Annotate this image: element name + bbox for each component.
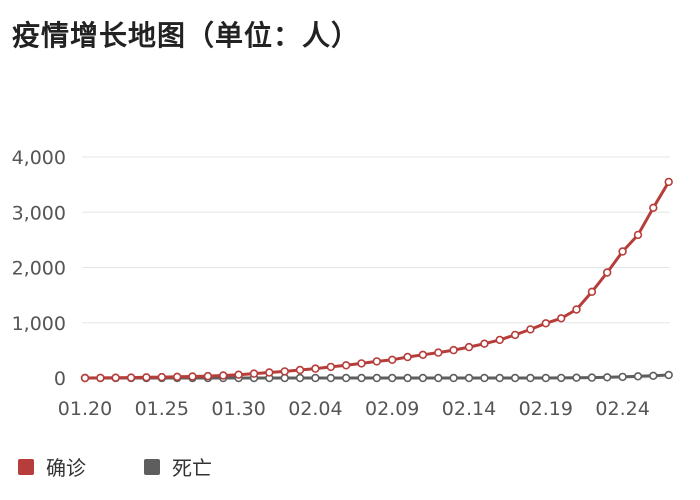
data-point-deaths [372,373,381,383]
data-point-confirmed [96,373,105,383]
data-point-confirmed [157,372,167,382]
y-tick-label: 3,000 [12,202,66,224]
data-point-confirmed [173,372,182,381]
data-point-deaths [341,373,351,383]
data-point-confirmed [541,319,550,328]
legend-swatch-confirmed [18,458,34,475]
data-point-confirmed [111,373,120,382]
data-point-deaths [587,373,597,382]
data-point-deaths [510,373,520,383]
data-point-confirmed [602,268,612,277]
data-point-deaths [434,373,443,383]
legend-item-confirmed[interactable]: 确诊 [18,452,86,481]
x-tick-label: 02.19 [519,398,573,420]
data-point-deaths [633,372,643,381]
data-point-deaths [649,371,658,380]
data-point-deaths [464,373,474,383]
data-point-deaths [572,373,581,382]
data-point-confirmed [587,287,597,296]
data-point-confirmed [142,373,151,382]
data-point-confirmed [280,367,289,376]
data-point-confirmed [418,350,428,359]
x-tick-label: 02.09 [365,398,419,420]
y-tick-label: 0 [54,368,66,390]
data-point-confirmed [572,305,581,314]
data-point-confirmed [449,345,458,355]
legend-label-confirmed: 确诊 [46,456,86,480]
data-point-confirmed [126,373,136,382]
data-point-confirmed [80,373,90,383]
data-point-confirmed [556,314,566,323]
legend-item-deaths[interactable]: 死亡 [144,452,212,481]
data-point-confirmed [357,359,366,368]
data-point-deaths [280,373,289,383]
data-point-confirmed [434,348,443,357]
data-point-deaths [526,373,535,383]
data-point-deaths [495,373,504,383]
data-point-confirmed [341,361,351,370]
chart-title: 疫情增长地图（单位：人） [12,19,361,52]
data-point-confirmed [295,365,305,375]
data-point-deaths [618,372,627,382]
x-axis-labels: 01.20 01.25 01.30 02.04 02.09 02.14 02.19 02.24 [58,398,650,420]
x-tick-label: 01.30 [211,398,265,420]
legend-label-deaths: 死亡 [172,456,212,480]
data-point-confirmed [664,177,673,187]
data-point-deaths [602,373,612,382]
line-chart: 4,000 3,000 2,000 1,000 0 01.20 01.25 01.30 02.… [12,147,673,420]
data-point-confirmed [618,247,627,256]
data-point-deaths [541,373,550,383]
data-point-deaths [326,373,335,383]
data-point-deaths [480,373,489,383]
data-point-deaths [388,373,397,383]
series-group [80,177,673,383]
data-point-deaths [556,373,566,383]
data-point-confirmed [234,370,243,379]
data-point-confirmed [510,330,520,340]
data-point-confirmed [249,369,259,378]
y-tick-label: 4,000 [12,147,66,169]
data-point-confirmed [311,364,320,373]
data-point-deaths [449,373,458,383]
data-point-confirmed [495,335,504,345]
data-point-deaths [311,373,320,383]
data-point-deaths [418,373,428,383]
data-point-confirmed [403,352,412,362]
data-point-confirmed [388,355,397,364]
gridlines [82,156,670,379]
data-point-confirmed [526,325,535,334]
data-point-confirmed [649,203,658,213]
data-point-deaths [664,370,673,380]
data-point-confirmed [219,371,228,380]
legend: 确诊 死亡 [18,452,212,481]
y-axis-labels: 4,000 3,000 2,000 1,000 0 [12,147,66,390]
x-tick-label: 01.25 [135,398,189,420]
data-point-deaths [295,373,305,383]
x-tick-label: 01.20 [58,398,112,420]
data-point-confirmed [372,357,381,366]
data-point-confirmed [464,342,474,352]
x-tick-label: 02.04 [288,398,342,420]
data-point-confirmed [480,339,489,348]
data-point-confirmed [203,371,213,381]
data-point-deaths [403,373,412,383]
y-tick-label: 1,000 [12,313,66,335]
data-point-confirmed [265,368,274,377]
series-line-confirmed [83,180,671,380]
data-point-deaths [357,373,366,383]
legend-swatch-deaths [144,458,160,475]
data-point-confirmed [188,372,197,381]
y-tick-label: 2,000 [12,258,66,280]
data-point-confirmed [633,230,643,240]
data-point-confirmed [326,362,335,372]
x-tick-label: 02.24 [595,398,649,420]
x-tick-label: 02.14 [442,398,496,420]
